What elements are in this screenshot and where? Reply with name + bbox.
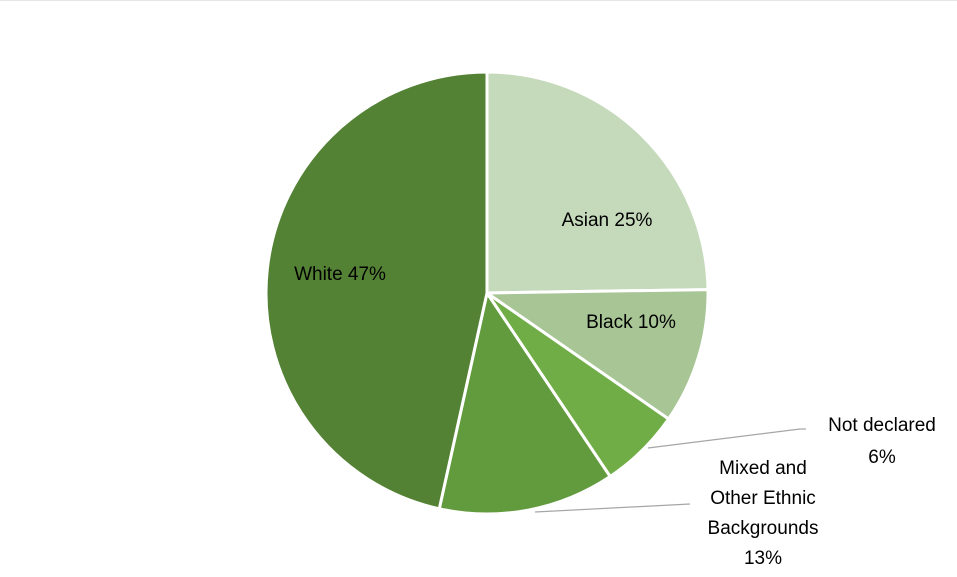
pie-slice-black (485, 288, 710, 421)
leader-line-not-declared (647, 428, 806, 449)
slice-label-not-declared-name: Not declared (828, 415, 936, 436)
slice-label-mixed-line1: Mixed and (719, 458, 807, 479)
slice-label-white: White 47% (294, 264, 386, 285)
pie-slice-white (264, 70, 489, 511)
slice-label-asian: Asian 25% (562, 210, 653, 231)
pie-slice-mixed-and-other-ethnic-backgrounds (437, 291, 612, 516)
pie-slices (264, 70, 710, 516)
pie-slice-asian (485, 70, 710, 295)
leader-line-mixed (534, 503, 691, 513)
slice-label-black: Black 10% (586, 312, 676, 333)
slice-label-mixed-line3: Backgrounds (708, 518, 819, 539)
slice-label-mixed-line2: Other Ethnic (710, 488, 816, 509)
slice-label-not-declared-value: 6% (868, 447, 896, 468)
slice-label-mixed-value: 13% (744, 548, 782, 569)
